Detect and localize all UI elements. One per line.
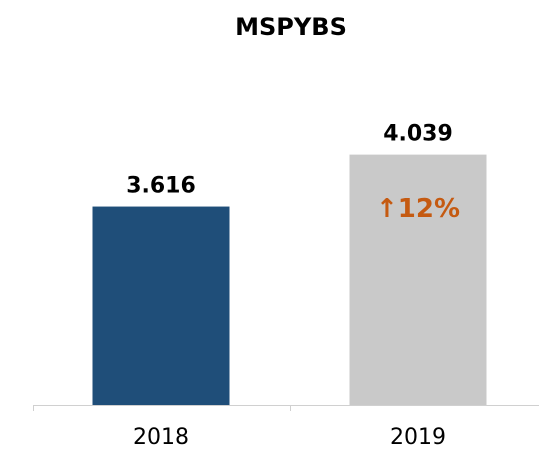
bar [92, 206, 230, 405]
data-label: 4.039 [383, 122, 453, 147]
bar [349, 154, 487, 405]
x-tick-label: 2018 [133, 425, 189, 450]
data-label: 3.616 [126, 174, 196, 199]
x-tick-label: 2019 [390, 425, 446, 450]
annotation: ↑12% [376, 194, 460, 224]
chart-title: MSPYBS [235, 13, 347, 41]
